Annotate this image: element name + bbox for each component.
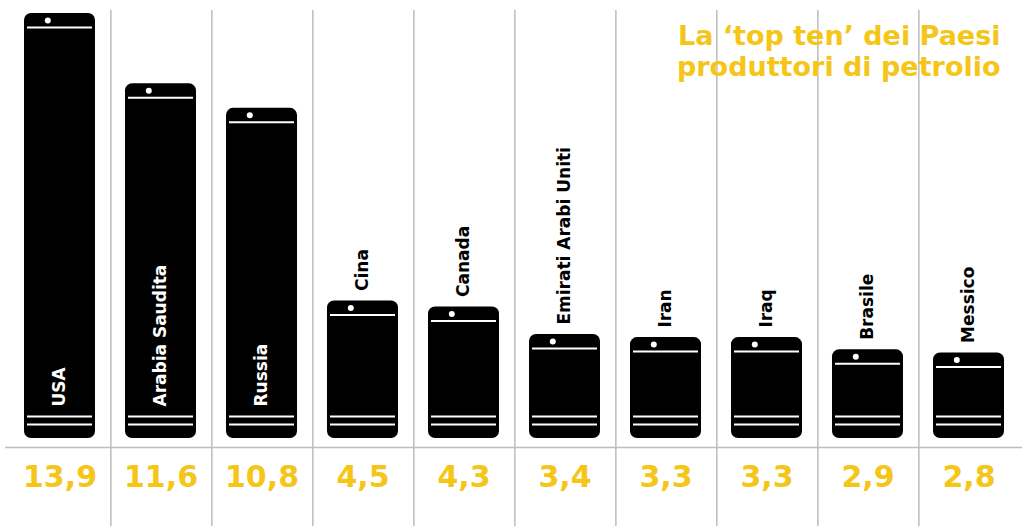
svg-text:10,8: 10,8 (225, 459, 299, 494)
svg-text:Brasile: Brasile (857, 274, 877, 340)
svg-text:Messico: Messico (958, 267, 978, 343)
svg-text:Russia: Russia (251, 344, 271, 407)
svg-text:Canada: Canada (453, 226, 473, 297)
svg-text:Arabia Saudita: Arabia Saudita (150, 265, 170, 407)
svg-text:USA: USA (49, 366, 69, 406)
svg-text:La ‘top ten’ dei Paesiprodutto: La ‘top ten’ dei Paesiproduttori di petr… (677, 20, 1001, 82)
svg-text:2,9: 2,9 (841, 459, 894, 494)
svg-text:3,4: 3,4 (538, 459, 591, 494)
svg-text:3,3: 3,3 (639, 459, 692, 494)
svg-text:Emirati Arabi Uniti: Emirati Arabi Uniti (554, 147, 574, 325)
svg-text:Iran: Iran (655, 289, 675, 327)
svg-text:4,5: 4,5 (336, 459, 389, 494)
svg-text:3,3: 3,3 (740, 459, 793, 494)
svg-text:4,3: 4,3 (437, 459, 490, 494)
svg-text:Iraq: Iraq (756, 289, 776, 327)
svg-text:Cina: Cina (352, 249, 372, 291)
svg-text:2,8: 2,8 (942, 459, 995, 494)
svg-text:11,6: 11,6 (124, 459, 198, 494)
svg-text:13,9: 13,9 (23, 459, 97, 494)
